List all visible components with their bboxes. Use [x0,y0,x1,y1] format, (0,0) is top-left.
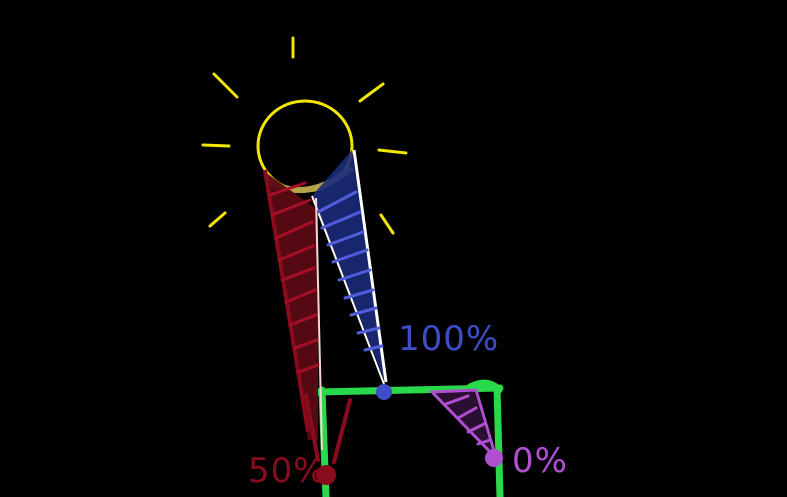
label-full: 100% [398,319,499,359]
beam-full-right-edge [352,149,388,383]
beam-half-white-edge [315,197,323,451]
beam-full-endpoint [376,384,392,400]
beam-full-fill [312,150,386,384]
beam-full [311,149,392,400]
frame-right-post [493,384,504,497]
beam-none [428,388,503,467]
sun-rays [201,36,408,235]
frame-corner-curl [466,379,503,394]
beam-none-endpoint [485,449,503,467]
label-none: 0% [512,441,568,481]
beam-half [263,169,352,485]
beam-half-endpoint [316,465,336,485]
label-half: 50% [248,451,327,491]
